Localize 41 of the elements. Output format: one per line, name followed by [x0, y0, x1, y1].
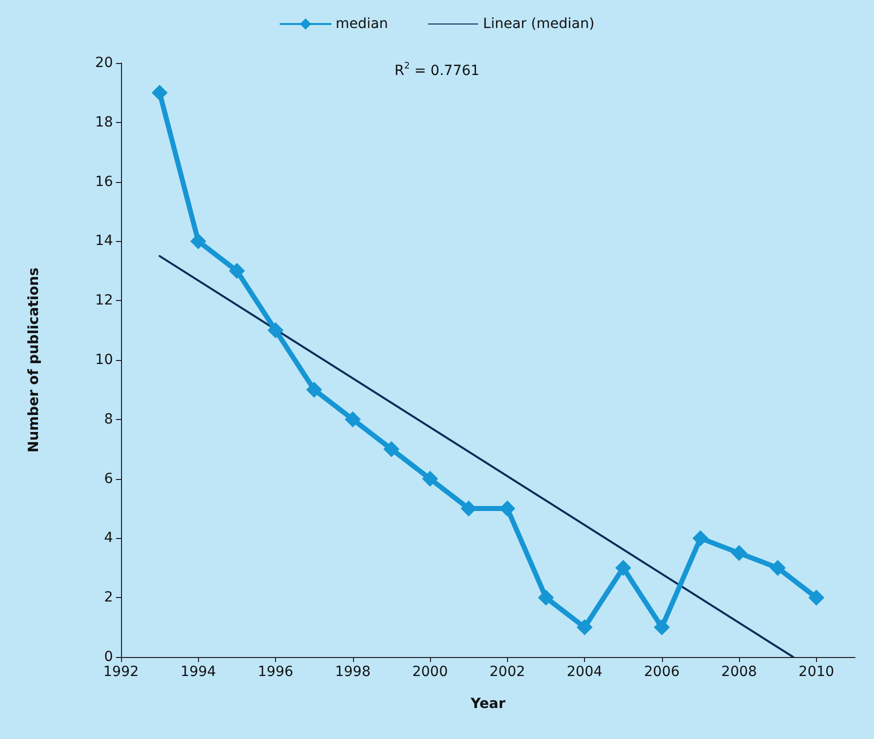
x-tick-label: 1996 — [258, 664, 294, 680]
point — [615, 560, 632, 576]
y-tick-label: 12 — [95, 292, 113, 309]
x-tick-label: 1992 — [103, 664, 139, 680]
x-axis-title: Year — [470, 696, 506, 712]
point — [770, 560, 786, 576]
y-tick-label: 2 — [104, 590, 113, 606]
y-tick-label: 20 — [95, 55, 113, 71]
x-tick-label: 2010 — [798, 664, 834, 680]
x-tick-label: 2000 — [412, 664, 448, 680]
point — [152, 84, 168, 101]
point — [808, 590, 824, 606]
y-tick-label: 8 — [104, 411, 113, 428]
y-tick-label: 18 — [95, 114, 113, 130]
legend-label: Linear (median) — [483, 16, 594, 32]
y-tick-label: 14 — [95, 233, 114, 250]
x-tick-label: 2002 — [489, 664, 526, 680]
point — [654, 619, 670, 636]
y-axis-title: Number of publications — [26, 268, 42, 452]
y-tick-label: 4 — [104, 530, 114, 546]
legend-label: median — [336, 16, 388, 32]
y-tick-label: 10 — [95, 352, 113, 368]
point — [538, 590, 554, 606]
y-tick-label: 0 — [104, 649, 113, 665]
x-tick-label: 1998 — [334, 664, 371, 680]
point — [306, 382, 322, 398]
point — [383, 441, 400, 458]
point — [268, 322, 284, 338]
y-tick-label: 6 — [104, 470, 114, 487]
point — [344, 411, 361, 428]
point — [731, 545, 748, 562]
point — [190, 233, 206, 250]
x-tick-label: 2008 — [721, 664, 757, 680]
x-tick-label: 2004 — [566, 664, 602, 680]
x-tick-label: 1994 — [180, 664, 216, 680]
point — [692, 530, 708, 546]
y-tick-label: 16 — [95, 174, 114, 190]
x-tick-label: 2006 — [644, 664, 680, 680]
point — [228, 262, 245, 279]
point — [422, 470, 438, 487]
point — [576, 619, 593, 636]
